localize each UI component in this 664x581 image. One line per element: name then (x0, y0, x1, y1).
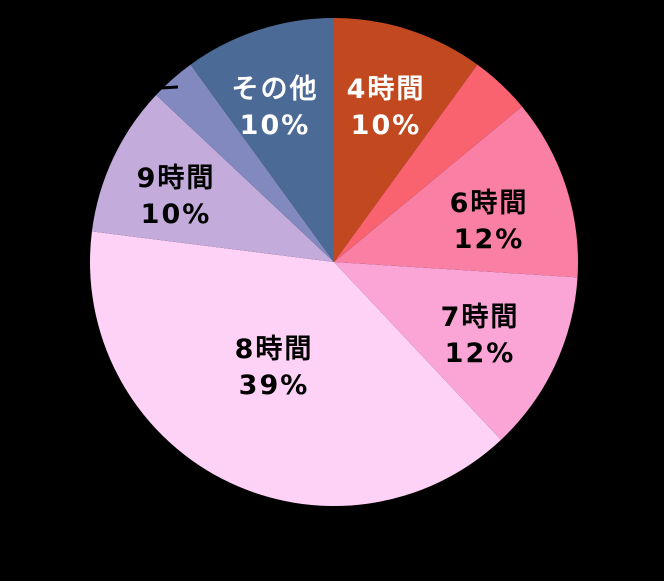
pie-slice-1 (334, 64, 523, 262)
pie-slice-label-5: 9時間 10% (137, 163, 216, 230)
pie-slice-label-4: 8時間 39% (235, 334, 314, 401)
pie-slice-label-2: 6時間 12% (450, 188, 529, 255)
pie-slice-7 (190, 18, 334, 262)
pie-slice-4 (89, 231, 502, 507)
pie-slice-5 (91, 94, 334, 262)
pie-slice-label-7: その他 10% (232, 74, 319, 141)
pie-slice-label-0: 4時間 10% (347, 74, 426, 141)
pie-slice-3 (334, 262, 578, 440)
leader-line (159, 85, 179, 90)
pie-slice-label-3: 7時間 12% (441, 302, 520, 369)
pie-slice-6 (156, 64, 334, 262)
pie-slice-2 (334, 106, 579, 278)
pie-slice-0 (334, 18, 478, 262)
